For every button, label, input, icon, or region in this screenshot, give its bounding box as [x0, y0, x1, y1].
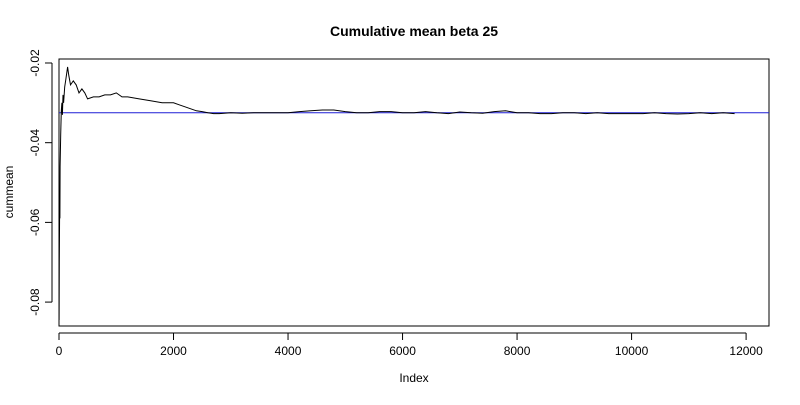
x-tick-label: 6000 [389, 344, 416, 358]
y-tick-label: -0.02 [28, 49, 42, 77]
y-tick-label: -0.08 [28, 288, 42, 316]
cummean-series-line [58, 66, 735, 321]
x-tick-label: 2000 [160, 344, 187, 358]
x-tick-label: 10000 [615, 344, 649, 358]
plot-frame [58, 58, 770, 327]
y-axis: -0.08 -0.06 -0.04 -0.02 [28, 49, 53, 316]
x-tick-label: 8000 [504, 344, 531, 358]
x-tick-label: 12000 [729, 344, 763, 358]
y-tick-label: -0.04 [28, 129, 42, 157]
y-axis-label: cummean [2, 166, 16, 219]
y-tick-label: -0.06 [28, 208, 42, 236]
x-axis-label: Index [399, 371, 428, 385]
x-tick-label: 0 [56, 344, 63, 358]
chart-title: Cumulative mean beta 25 [330, 23, 498, 39]
x-axis: 0 2000 4000 6000 8000 10000 12000 [56, 332, 763, 358]
x-tick-label: 4000 [275, 344, 302, 358]
